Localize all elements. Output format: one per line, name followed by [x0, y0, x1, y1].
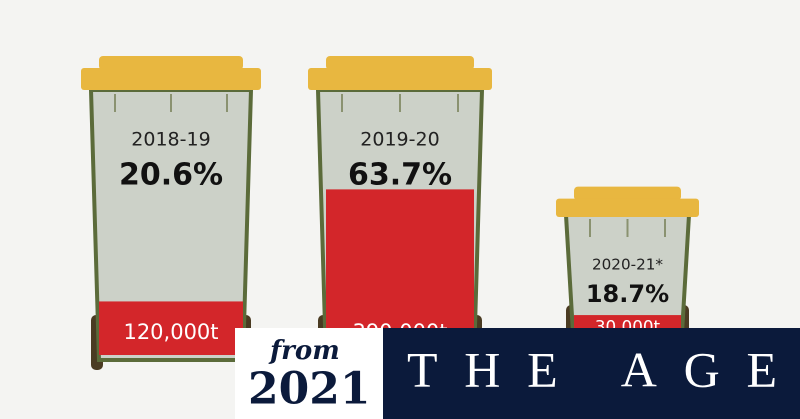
- category-label: 2019-20: [360, 129, 439, 151]
- lid: [308, 68, 492, 90]
- lid-handle: [99, 56, 243, 70]
- lid-handle: [326, 56, 474, 70]
- lid: [556, 198, 699, 217]
- year-label: 2021: [248, 364, 370, 415]
- lid-handle: [574, 186, 681, 201]
- tonnage-label: 120,000t: [123, 320, 218, 344]
- year-box: [235, 328, 385, 419]
- fill-level: [326, 189, 474, 355]
- value-label: 18.7%: [586, 280, 669, 308]
- from-label: from: [268, 336, 340, 366]
- category-label: 2020-21*: [592, 256, 663, 274]
- masthead-box: [383, 328, 800, 419]
- value-label: 63.7%: [348, 158, 452, 193]
- category-label: 2018-19: [131, 129, 210, 151]
- bins: 2018-1920.6%120,000t2019-2063.7%390,000t…: [81, 56, 699, 370]
- value-label: 20.6%: [119, 158, 223, 193]
- lid: [81, 68, 261, 90]
- masthead: THE AGE: [407, 341, 777, 397]
- fill-level: [99, 301, 243, 355]
